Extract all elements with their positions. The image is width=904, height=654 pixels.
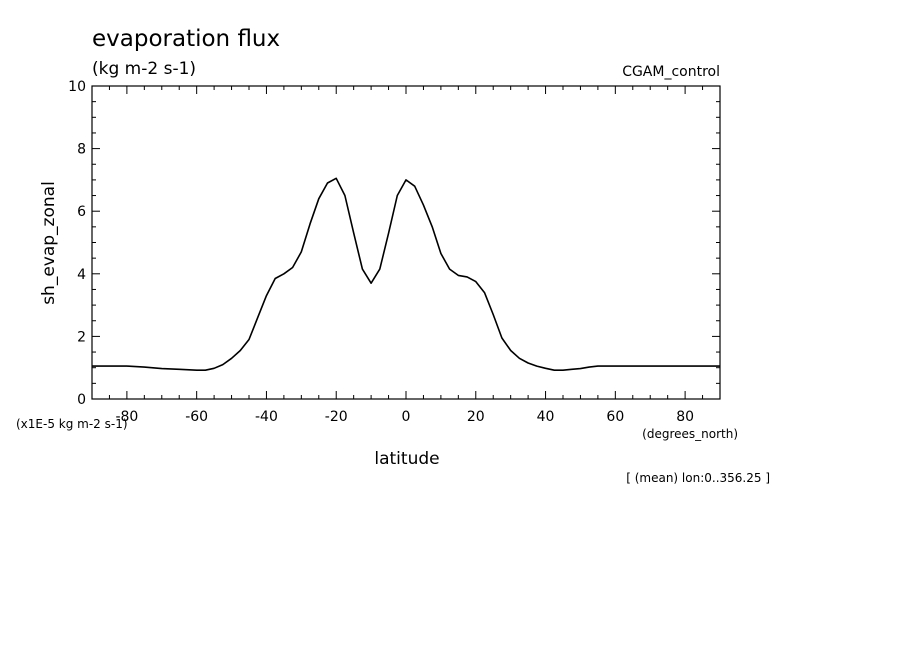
y-tick-label: 10	[68, 79, 86, 95]
averaging-note: [ (mean) lon:0..356.25 ]	[626, 471, 770, 485]
x-axis-label: latitude	[374, 449, 439, 469]
y-axis-label: sh_evap_zonal	[39, 181, 59, 305]
x-tick-label: 80	[676, 409, 694, 425]
x-tick-label: 20	[467, 409, 485, 425]
x-units-label: (degrees_north)	[642, 427, 738, 441]
series-line-0	[92, 177, 720, 372]
x-axis-ticks: -80 -60 -40 -20 0 20 40 60 80	[91, 86, 721, 425]
y-tick-label: 2	[77, 329, 86, 345]
y-axis-ticks: 0 2 4 6 8 10	[68, 79, 720, 408]
y-tick-label: 6	[77, 204, 86, 220]
plot-frame	[91, 85, 721, 400]
x-tick-label: -80	[115, 409, 138, 425]
x-tick-label: 60	[606, 409, 624, 425]
x-tick-label: -60	[185, 409, 208, 425]
x-tick-label: -20	[325, 409, 348, 425]
chart-units: (kg m-2 s-1)	[92, 59, 196, 79]
y-tick-label: 8	[77, 142, 86, 158]
x-tick-label: 40	[537, 409, 555, 425]
chart-title: evaporation flux	[92, 26, 280, 52]
series-layer	[92, 177, 720, 372]
x-tick-label: -40	[255, 409, 278, 425]
y-scale-note: (x1E-5 kg m-2 s-1)	[16, 417, 128, 431]
run-label: CGAM_control	[622, 64, 720, 80]
x-tick-label: 0	[402, 409, 411, 425]
y-tick-label: 0	[77, 392, 86, 408]
y-tick-label: 4	[77, 267, 86, 283]
